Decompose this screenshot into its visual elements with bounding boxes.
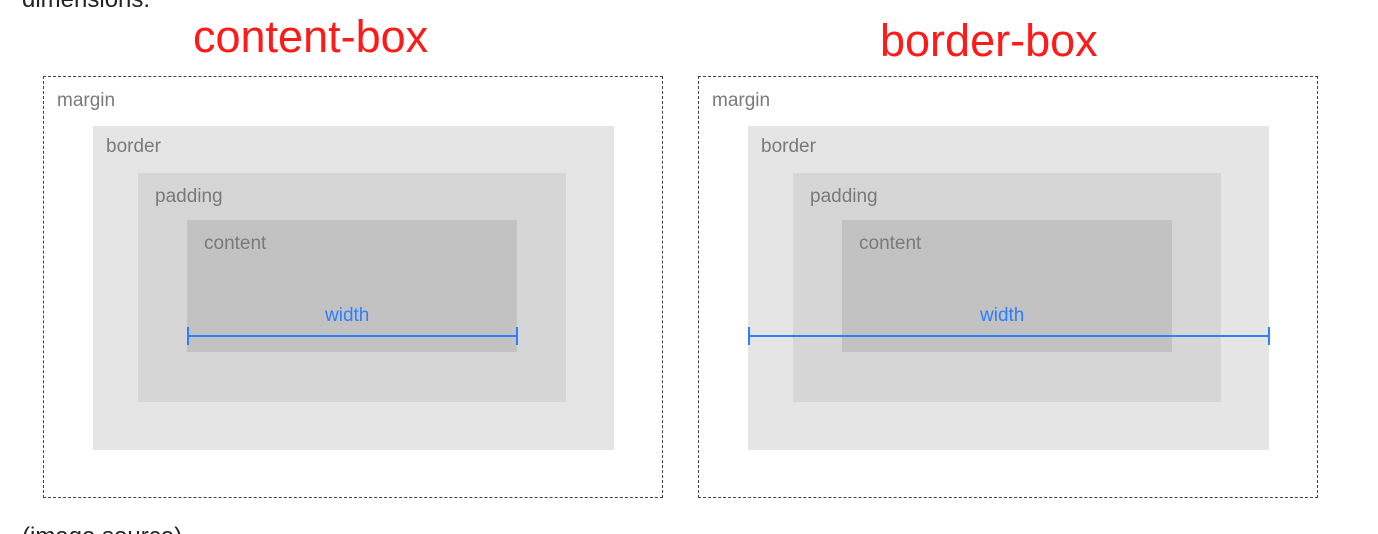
width-measure-line	[187, 327, 518, 345]
width-label: width	[980, 305, 1025, 326]
content-label: content	[859, 233, 922, 254]
image-source-link[interactable]: (image source)	[22, 523, 182, 534]
width-measure-line	[748, 327, 1270, 345]
margin-label: margin	[712, 90, 771, 111]
margin-area	[43, 76, 663, 498]
margin-label: margin	[57, 90, 116, 111]
border-label: border	[761, 136, 816, 157]
content-area: content	[187, 220, 517, 352]
width-label: width	[325, 305, 370, 326]
content-area: content	[842, 220, 1172, 352]
margin-area	[698, 76, 1318, 498]
content-box-title: content-box	[193, 11, 429, 62]
padding-label: padding	[155, 186, 223, 207]
padding-label: padding	[810, 186, 878, 207]
content-box-diagram: margin border padding content width	[43, 76, 663, 498]
border-label: border	[106, 136, 161, 157]
border-box-title: border-box	[880, 15, 1098, 66]
content-label: content	[204, 233, 267, 254]
clipped-caption-text: dimensions.	[22, 0, 150, 14]
border-box-diagram: margin border padding content width	[698, 76, 1318, 498]
